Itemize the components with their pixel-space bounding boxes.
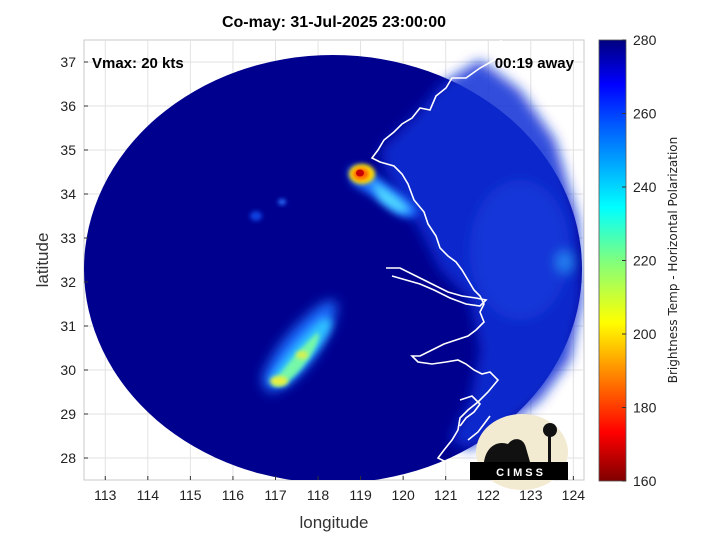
colorbar <box>598 39 627 482</box>
colorbar-tick-label: 280 <box>633 32 657 48</box>
y-tick-label: 33 <box>60 230 76 246</box>
x-tick-label: 119 <box>349 487 372 503</box>
x-tick-label: 123 <box>519 487 543 503</box>
y-tick-label: 36 <box>60 98 76 114</box>
vmax-label: Vmax: 20 kts <box>92 55 184 72</box>
x-tick-label: 113 <box>94 487 117 503</box>
y-axis-ticks: 28 29 30 31 32 33 34 35 36 37 <box>60 54 88 466</box>
x-tick-label: 124 <box>562 487 586 503</box>
colorbar-tick-label: 260 <box>633 106 657 122</box>
y-tick-label: 30 <box>60 362 76 378</box>
colorbar-ticks: 160 180 200 220 240 260 280 <box>622 32 657 489</box>
warm-region <box>380 60 582 450</box>
y-tick-label: 32 <box>60 274 76 290</box>
colorbar-tick-label: 200 <box>633 326 657 342</box>
y-tick-label: 35 <box>60 142 76 158</box>
x-tick-label: 122 <box>477 487 501 503</box>
cimss-logo: CIMSS <box>470 414 568 490</box>
y-tick-label: 28 <box>60 450 76 466</box>
y-tick-label: 34 <box>60 186 76 202</box>
x-tick-label: 115 <box>179 487 202 503</box>
x-axis-label: longitude <box>299 513 368 532</box>
logo-text: CIMSS <box>496 467 546 479</box>
x-tick-label: 117 <box>264 487 287 503</box>
convection-north <box>250 164 418 221</box>
map-title: Co-may: 31-Jul-2025 23:00:00 <box>221 14 447 31</box>
coastline <box>370 40 514 463</box>
y-tick-label: 31 <box>60 318 76 334</box>
x-tick-label: 114 <box>137 487 160 503</box>
colorbar-label: Brightness Temp - Horizontal Polarizatio… <box>666 137 680 384</box>
x-tick-label: 118 <box>307 487 330 503</box>
colorbar-tick-label: 240 <box>633 179 657 195</box>
time-away-label: 00:19 away <box>495 55 575 72</box>
y-tick-label: 29 <box>60 406 76 422</box>
x-axis-ticks: 113 114 115 116 117 118 119 120 121 122 123 124 <box>94 476 585 503</box>
y-axis-label: latitude <box>33 233 52 288</box>
y-tick-label: 37 <box>60 54 76 70</box>
colorbar-tick-label: 160 <box>633 473 657 489</box>
colorbar-tick-label: 220 <box>633 253 657 269</box>
convection-south <box>262 300 337 392</box>
x-tick-label: 121 <box>434 487 458 503</box>
x-tick-label: 116 <box>222 487 245 503</box>
colorbar-tick-label: 180 <box>633 400 657 416</box>
x-tick-label: 120 <box>391 487 415 503</box>
